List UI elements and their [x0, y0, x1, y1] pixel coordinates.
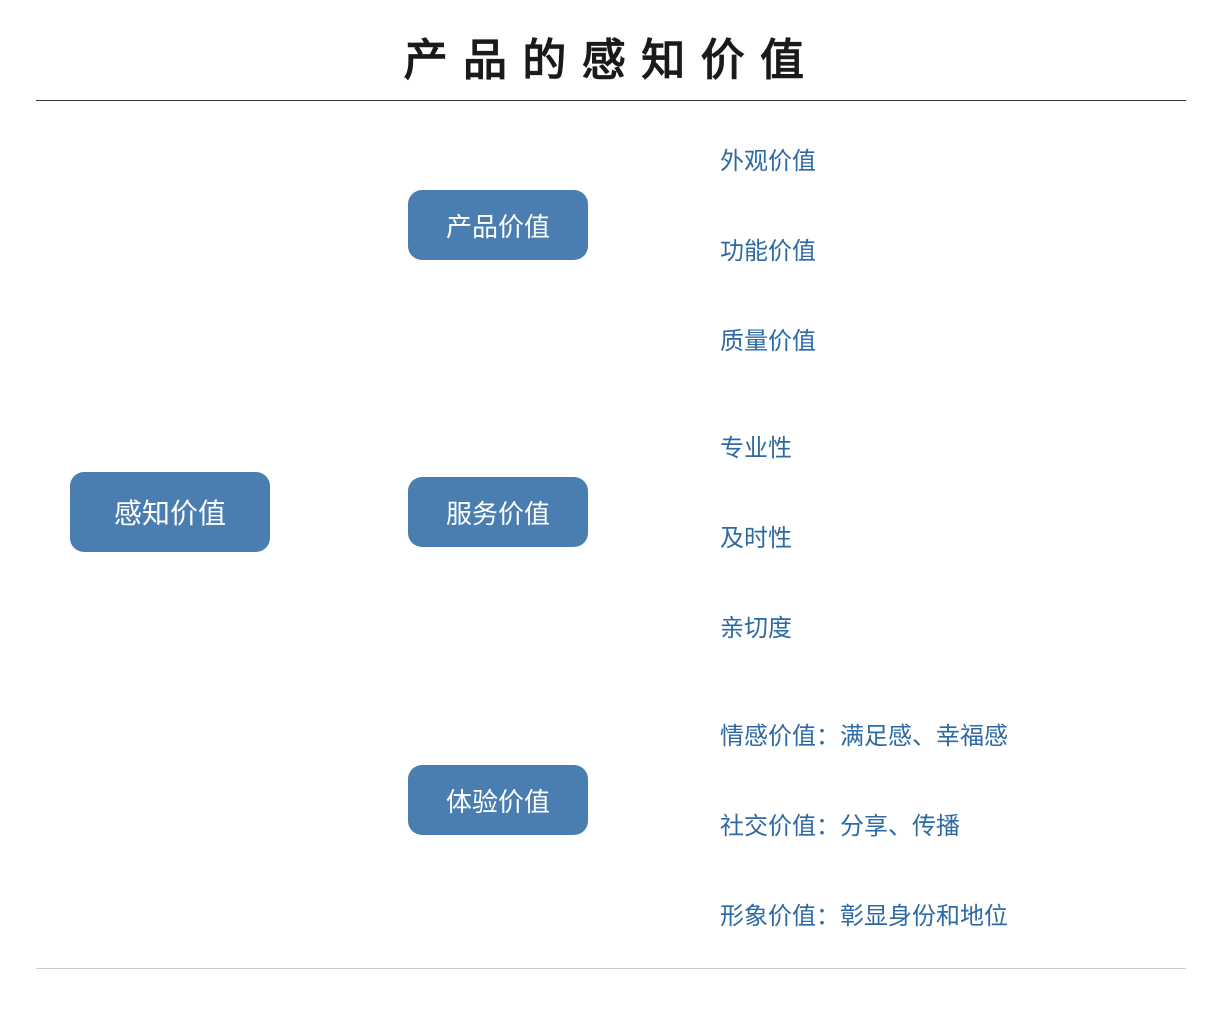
tree-branch-node: 体验价值 — [408, 765, 588, 835]
tree-root-node: 感知价值 — [70, 472, 270, 552]
tree-leaf: 社交价值：分享、传播 — [720, 806, 960, 841]
tree-root-label: 感知价值 — [114, 492, 226, 532]
tree-branch-label: 服务价值 — [446, 494, 550, 531]
tree-branch-node: 服务价值 — [408, 477, 588, 547]
tree-leaf: 质量价值 — [720, 321, 816, 356]
tree-leaf: 形象价值：彰显身份和地位 — [720, 896, 1008, 931]
page-title: 产品的感知价值 — [0, 24, 1223, 88]
tree-leaf: 情感价值：满足感、幸福感 — [720, 716, 1008, 751]
tree-leaf: 及时性 — [720, 518, 792, 553]
tree-branch-label: 产品价值 — [446, 207, 550, 244]
tree-leaf: 外观价值 — [720, 141, 816, 176]
divider-bottom — [36, 968, 1186, 969]
tree-branch-node: 产品价值 — [408, 190, 588, 260]
tree-leaf: 专业性 — [720, 428, 792, 463]
tree-branch-label: 体验价值 — [446, 782, 550, 819]
tree-leaf: 功能价值 — [720, 231, 816, 266]
tree-leaf: 亲切度 — [720, 608, 792, 643]
divider-top — [36, 100, 1186, 101]
